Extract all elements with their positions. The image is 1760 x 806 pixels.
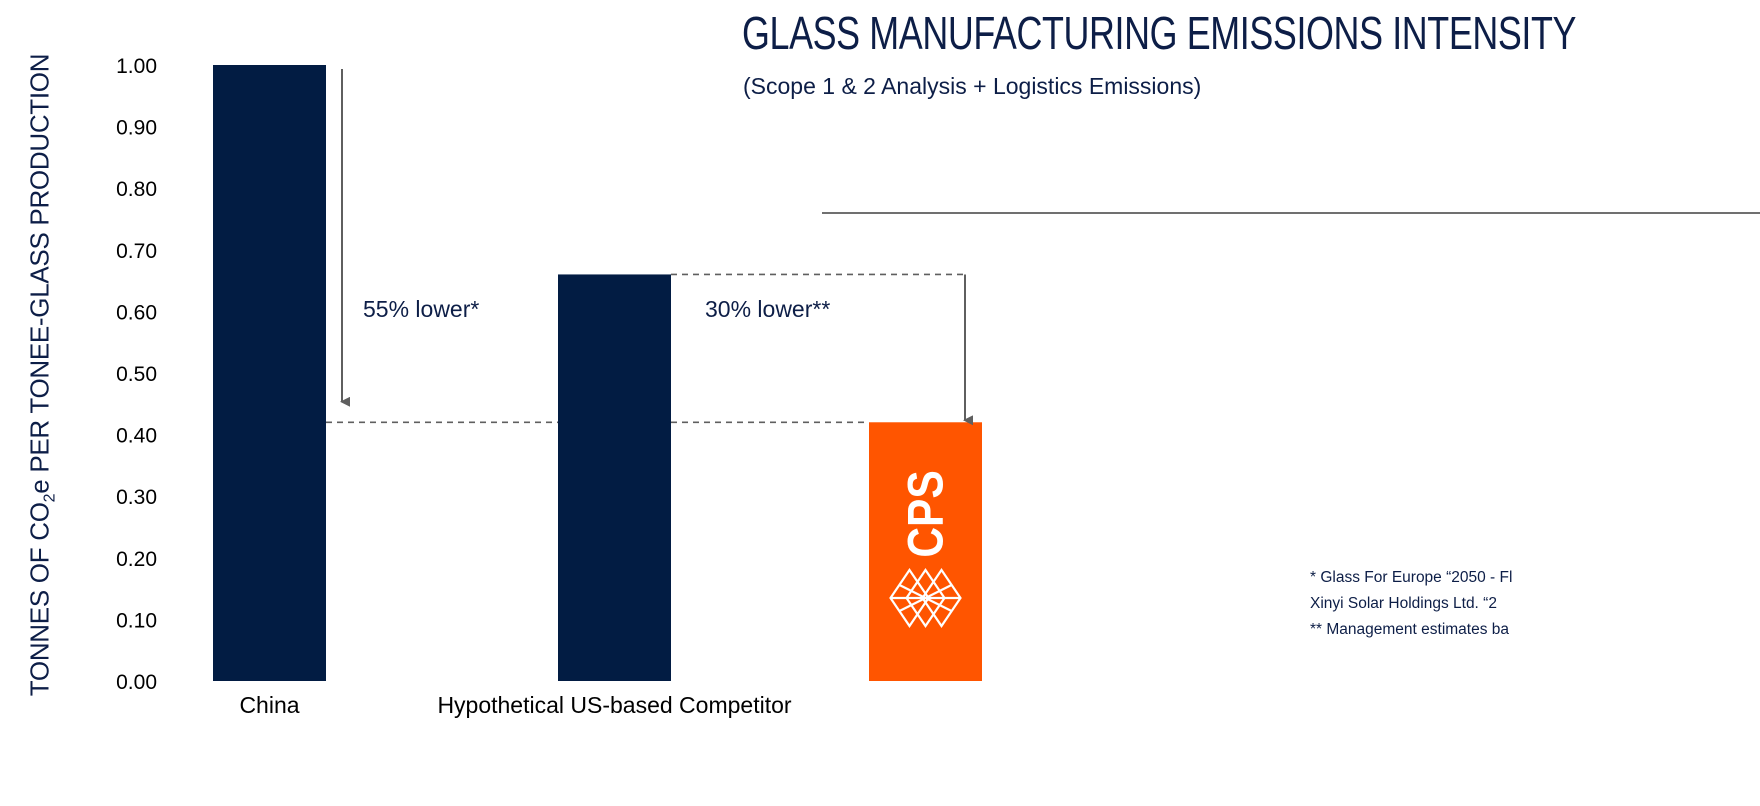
title-divider (822, 212, 1760, 214)
y-tick-label: 0.40 (116, 425, 157, 448)
annotation-label: 55% lower* (363, 296, 479, 322)
footnote: * Glass For Europe “2050 - Fl (1310, 569, 1513, 586)
y-tick-label: 0.60 (116, 301, 157, 324)
cps-logo-text: CPS (897, 470, 953, 557)
y-tick-label: 1.00 (116, 55, 157, 78)
category-label: Hypothetical US-based Competitor (437, 692, 791, 718)
chart-subtitle: (Scope 1 & 2 Analysis + Logistics Emissi… (743, 73, 1202, 99)
bar-0 (213, 65, 326, 681)
annotation-label: 30% lower** (705, 296, 830, 322)
y-tick-label: 0.20 (116, 548, 157, 571)
y-tick-label: 0.90 (116, 117, 157, 140)
y-tick-label: 0.80 (116, 178, 157, 201)
bar-1 (558, 274, 671, 681)
y-tick-label: 0.50 (116, 363, 157, 386)
y-tick-label: 0.10 (116, 609, 157, 632)
footnote: Xinyi Solar Holdings Ltd. “2 (1310, 595, 1497, 612)
y-tick-label: 0.00 (116, 671, 157, 694)
footnotes: * Glass For Europe “2050 - Fl Xinyi Sola… (1310, 565, 1750, 643)
cps-diamond-logo-icon (889, 568, 962, 628)
y-tick-label: 0.70 (116, 240, 157, 263)
y-tick-label: 0.30 (116, 486, 157, 509)
bar-2 (869, 422, 982, 681)
category-label: China (239, 692, 299, 718)
footnote: ** Management estimates ba (1310, 621, 1510, 638)
chart-title: GLASS MANUFACTURING EMISSIONS INTENSITY (742, 7, 1577, 59)
